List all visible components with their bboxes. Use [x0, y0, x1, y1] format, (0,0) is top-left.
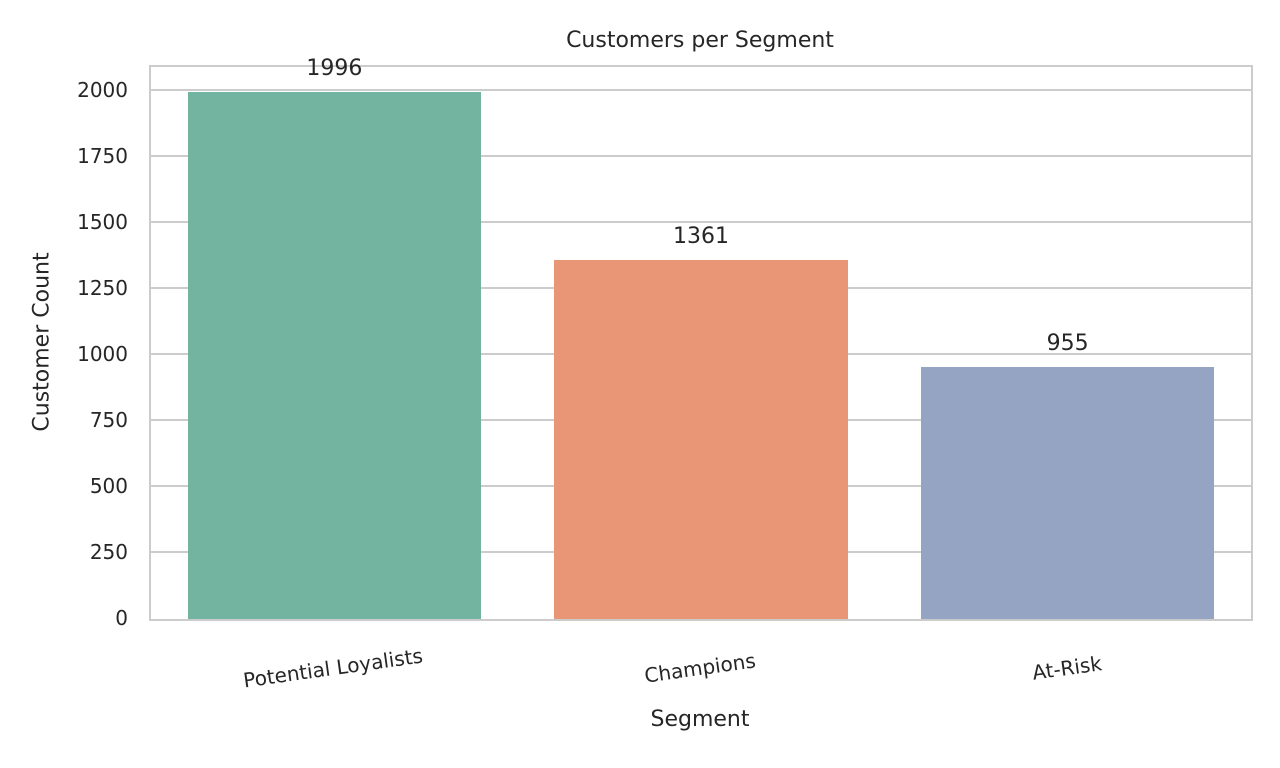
y-tick-label: 0 [115, 606, 128, 630]
gridline [151, 89, 1251, 91]
chart-title: Customers per Segment [566, 28, 834, 53]
x-tick-label: Champions [642, 648, 758, 688]
bar-value-label: 955 [1046, 330, 1089, 356]
y-tick-label: 1750 [77, 144, 128, 168]
bar-champions [554, 259, 848, 619]
y-tick-label: 2000 [77, 78, 128, 102]
y-tick-label: 1000 [77, 342, 128, 366]
y-tick-label: 750 [89, 408, 128, 432]
bar-value-label: 1996 [306, 56, 363, 82]
gridline [151, 221, 1251, 223]
x-axis-label: Segment [650, 707, 750, 732]
x-tick-label: At-Risk [1030, 651, 1103, 685]
gridline [151, 155, 1251, 157]
bar-value-label: 1361 [673, 223, 729, 249]
bar-potential-loyalists [187, 92, 481, 619]
y-tick-label: 1250 [77, 276, 128, 300]
x-tick-label: Potential Loyalists [242, 643, 425, 693]
plot-area [149, 65, 1253, 621]
y-tick-label: 500 [89, 474, 128, 498]
y-tick-label: 1500 [77, 210, 128, 234]
bar-at-risk [921, 366, 1215, 619]
y-axis-label: Customer Count [29, 252, 55, 432]
y-tick-label: 250 [89, 540, 128, 564]
